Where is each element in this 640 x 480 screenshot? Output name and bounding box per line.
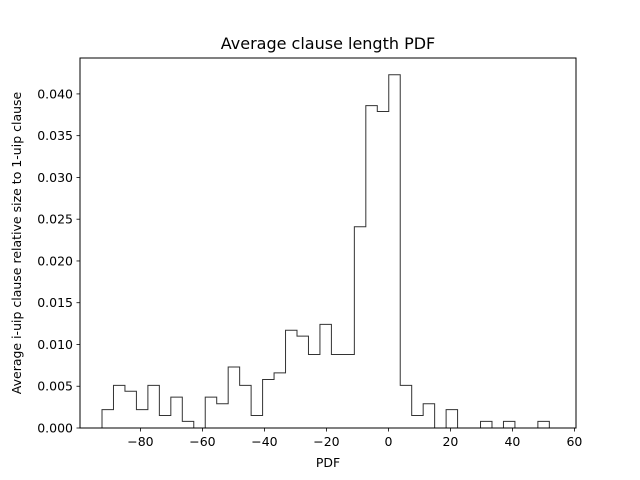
x-tick-label: −80 xyxy=(127,434,153,449)
x-tick-label: −40 xyxy=(251,434,277,449)
x-tick-label: 0 xyxy=(384,434,392,449)
y-tick-label: 0.025 xyxy=(37,212,73,227)
y-tick-label: 0.015 xyxy=(37,295,73,310)
x-tick-label: −20 xyxy=(313,434,339,449)
y-tick-label: 0.005 xyxy=(37,379,73,394)
chart-title: Average clause length PDF xyxy=(221,34,436,53)
y-tick-label: 0.020 xyxy=(37,253,73,268)
y-tick-label: 0.040 xyxy=(37,86,73,101)
x-axis-label: PDF xyxy=(316,455,340,470)
y-tick-label: 0.010 xyxy=(37,337,73,352)
y-axis-ticks: 0.000 0.005 0.010 0.015 0.020 0.025 0.030 0.035… xyxy=(37,86,80,436)
x-tick-label: 20 xyxy=(442,434,458,449)
y-tick-label: 0.000 xyxy=(37,421,73,436)
histogram-step-layer xyxy=(101,74,550,429)
histogram-step-line xyxy=(101,74,550,429)
x-tick-label: 40 xyxy=(504,434,520,449)
x-axis-ticks: −80 −60 −40 −20 0 20 40 60 xyxy=(127,428,582,449)
y-axis-label: Average i-uip clause relative size to 1-… xyxy=(9,91,24,394)
y-tick-label: 0.030 xyxy=(37,170,73,185)
x-tick-label: −60 xyxy=(189,434,215,449)
x-tick-label: 60 xyxy=(566,434,582,449)
plot-frame xyxy=(79,57,577,429)
y-tick-label: 0.035 xyxy=(37,128,73,143)
